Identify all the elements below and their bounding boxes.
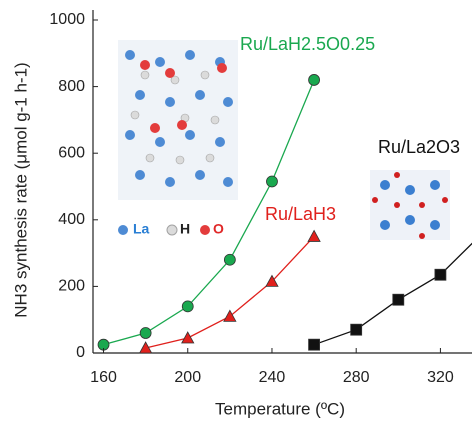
- x-tick-label: 200: [174, 369, 201, 386]
- marker: [224, 310, 236, 321]
- y-tick-label: 600: [58, 144, 85, 161]
- legend-la: La: [133, 221, 150, 237]
- legend-h: H: [180, 221, 190, 237]
- series-line: [314, 233, 472, 345]
- marker: [224, 254, 235, 265]
- x-tick-label: 280: [343, 369, 370, 386]
- series-label: Ru/La2O3: [378, 137, 460, 157]
- marker: [393, 294, 404, 305]
- series-label: Ru/LaH2.5O0.25: [240, 34, 375, 54]
- y-tick-label: 400: [58, 211, 85, 228]
- legend-o: O: [213, 221, 224, 237]
- marker: [309, 339, 320, 350]
- x-tick-label: 320: [427, 369, 454, 386]
- structure-la2o3: [370, 170, 450, 240]
- marker: [435, 269, 446, 280]
- y-tick-label: 200: [58, 278, 85, 295]
- marker: [308, 230, 320, 241]
- y-tick-label: 800: [58, 78, 85, 95]
- structure-lah: [118, 40, 238, 235]
- series-label: Ru/LaH3: [265, 204, 336, 224]
- x-tick-label: 240: [259, 369, 286, 386]
- marker: [351, 324, 362, 335]
- marker: [182, 301, 193, 312]
- marker: [140, 328, 151, 339]
- y-axis-label: NH3 synthesis rate (μmol g-1 h-1): [11, 62, 30, 317]
- y-tick-label: 1000: [49, 11, 85, 28]
- marker: [266, 176, 277, 187]
- y-tick-label: 0: [76, 344, 85, 361]
- x-tick-label: 160: [90, 369, 117, 386]
- x-axis-label: Temperature (ºC): [215, 399, 345, 418]
- marker: [309, 74, 320, 85]
- marker: [182, 332, 194, 343]
- chart: La H O Temperature (ºC) NH3 synthesis ra…: [0, 0, 472, 422]
- series-line: [146, 236, 314, 348]
